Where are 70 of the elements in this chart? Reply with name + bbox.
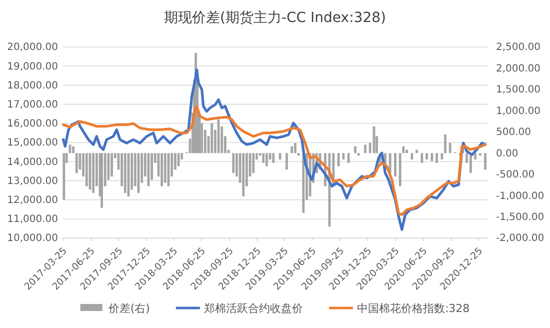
bar <box>474 153 476 160</box>
bar <box>242 153 245 196</box>
bar <box>357 153 360 156</box>
bar <box>210 122 214 154</box>
y-tick-label: 13,000.00 <box>7 176 58 187</box>
bar <box>85 153 88 186</box>
y2-tick-label: -1,500.00 <box>496 212 544 223</box>
legend-label: 郑棉活跃合约收盘价 <box>204 302 303 315</box>
y-tick-label: 11,000.00 <box>7 214 58 226</box>
bar <box>478 153 482 156</box>
y2-tick-label: -2,000.00 <box>496 233 544 244</box>
y-tick-label: 16,000.00 <box>7 118 58 130</box>
bar <box>75 153 78 174</box>
y-tick-label: 10,000.00 <box>7 233 58 244</box>
bar <box>262 153 265 163</box>
y2-tick-label: 500.00 <box>496 127 531 138</box>
bar <box>266 153 268 166</box>
bar <box>410 153 414 160</box>
y2-tick-label: 2,500.00 <box>496 42 541 54</box>
bar <box>92 153 95 194</box>
bar <box>394 153 396 176</box>
chart-title: 期现价差(期货主力-CC Index:328) <box>164 10 386 26</box>
bar <box>232 153 235 174</box>
bar <box>160 153 164 186</box>
bar <box>426 153 428 160</box>
line-series <box>62 104 487 216</box>
bar <box>354 146 356 154</box>
bar <box>272 153 275 163</box>
bar <box>436 153 438 163</box>
bar <box>402 146 405 154</box>
y-tick-label: 18,000.00 <box>7 80 58 92</box>
bar <box>347 153 350 163</box>
bar <box>448 142 452 154</box>
bar <box>388 153 392 174</box>
y2-tick-label: 1,000.00 <box>496 106 541 117</box>
bar <box>484 153 486 170</box>
y-tick-label: 19,000.00 <box>7 61 58 72</box>
y-tick-label: 20,000.00 <box>7 42 58 54</box>
y2-tick-label: -500.00 <box>496 170 535 181</box>
bar <box>110 153 114 176</box>
y-tick-label: 14,000.00 <box>7 156 58 168</box>
bar <box>252 153 255 174</box>
bar <box>440 153 444 160</box>
bar <box>290 146 294 154</box>
y2-tick-label: 1,500.00 <box>496 84 541 96</box>
bar <box>164 153 166 183</box>
y-tick-label: 17,000.00 <box>7 100 58 110</box>
y2-tick-label: 0.00 <box>496 148 518 160</box>
y2-tick-label: 2,000.00 <box>496 63 541 74</box>
y-tick-label: 12,000.00 <box>7 195 58 206</box>
bar <box>416 150 418 154</box>
legend-label: 价差(右) <box>107 302 150 315</box>
bar <box>124 153 126 194</box>
bar <box>72 146 75 154</box>
bar <box>302 153 305 213</box>
bar <box>364 144 366 154</box>
bar <box>430 153 434 162</box>
bar <box>444 134 446 154</box>
bar <box>406 150 408 154</box>
bar <box>337 153 340 166</box>
bar <box>342 153 345 160</box>
legend-label: 中国棉花价格指数:328 <box>356 302 470 315</box>
bar <box>286 153 288 170</box>
bar <box>62 153 66 200</box>
bar <box>294 142 296 154</box>
y-tick-label: 15,000.00 <box>7 138 58 149</box>
bar <box>398 153 402 186</box>
bar <box>420 153 424 163</box>
bar <box>100 153 103 208</box>
y2-tick-label: -1,000.00 <box>496 190 544 202</box>
